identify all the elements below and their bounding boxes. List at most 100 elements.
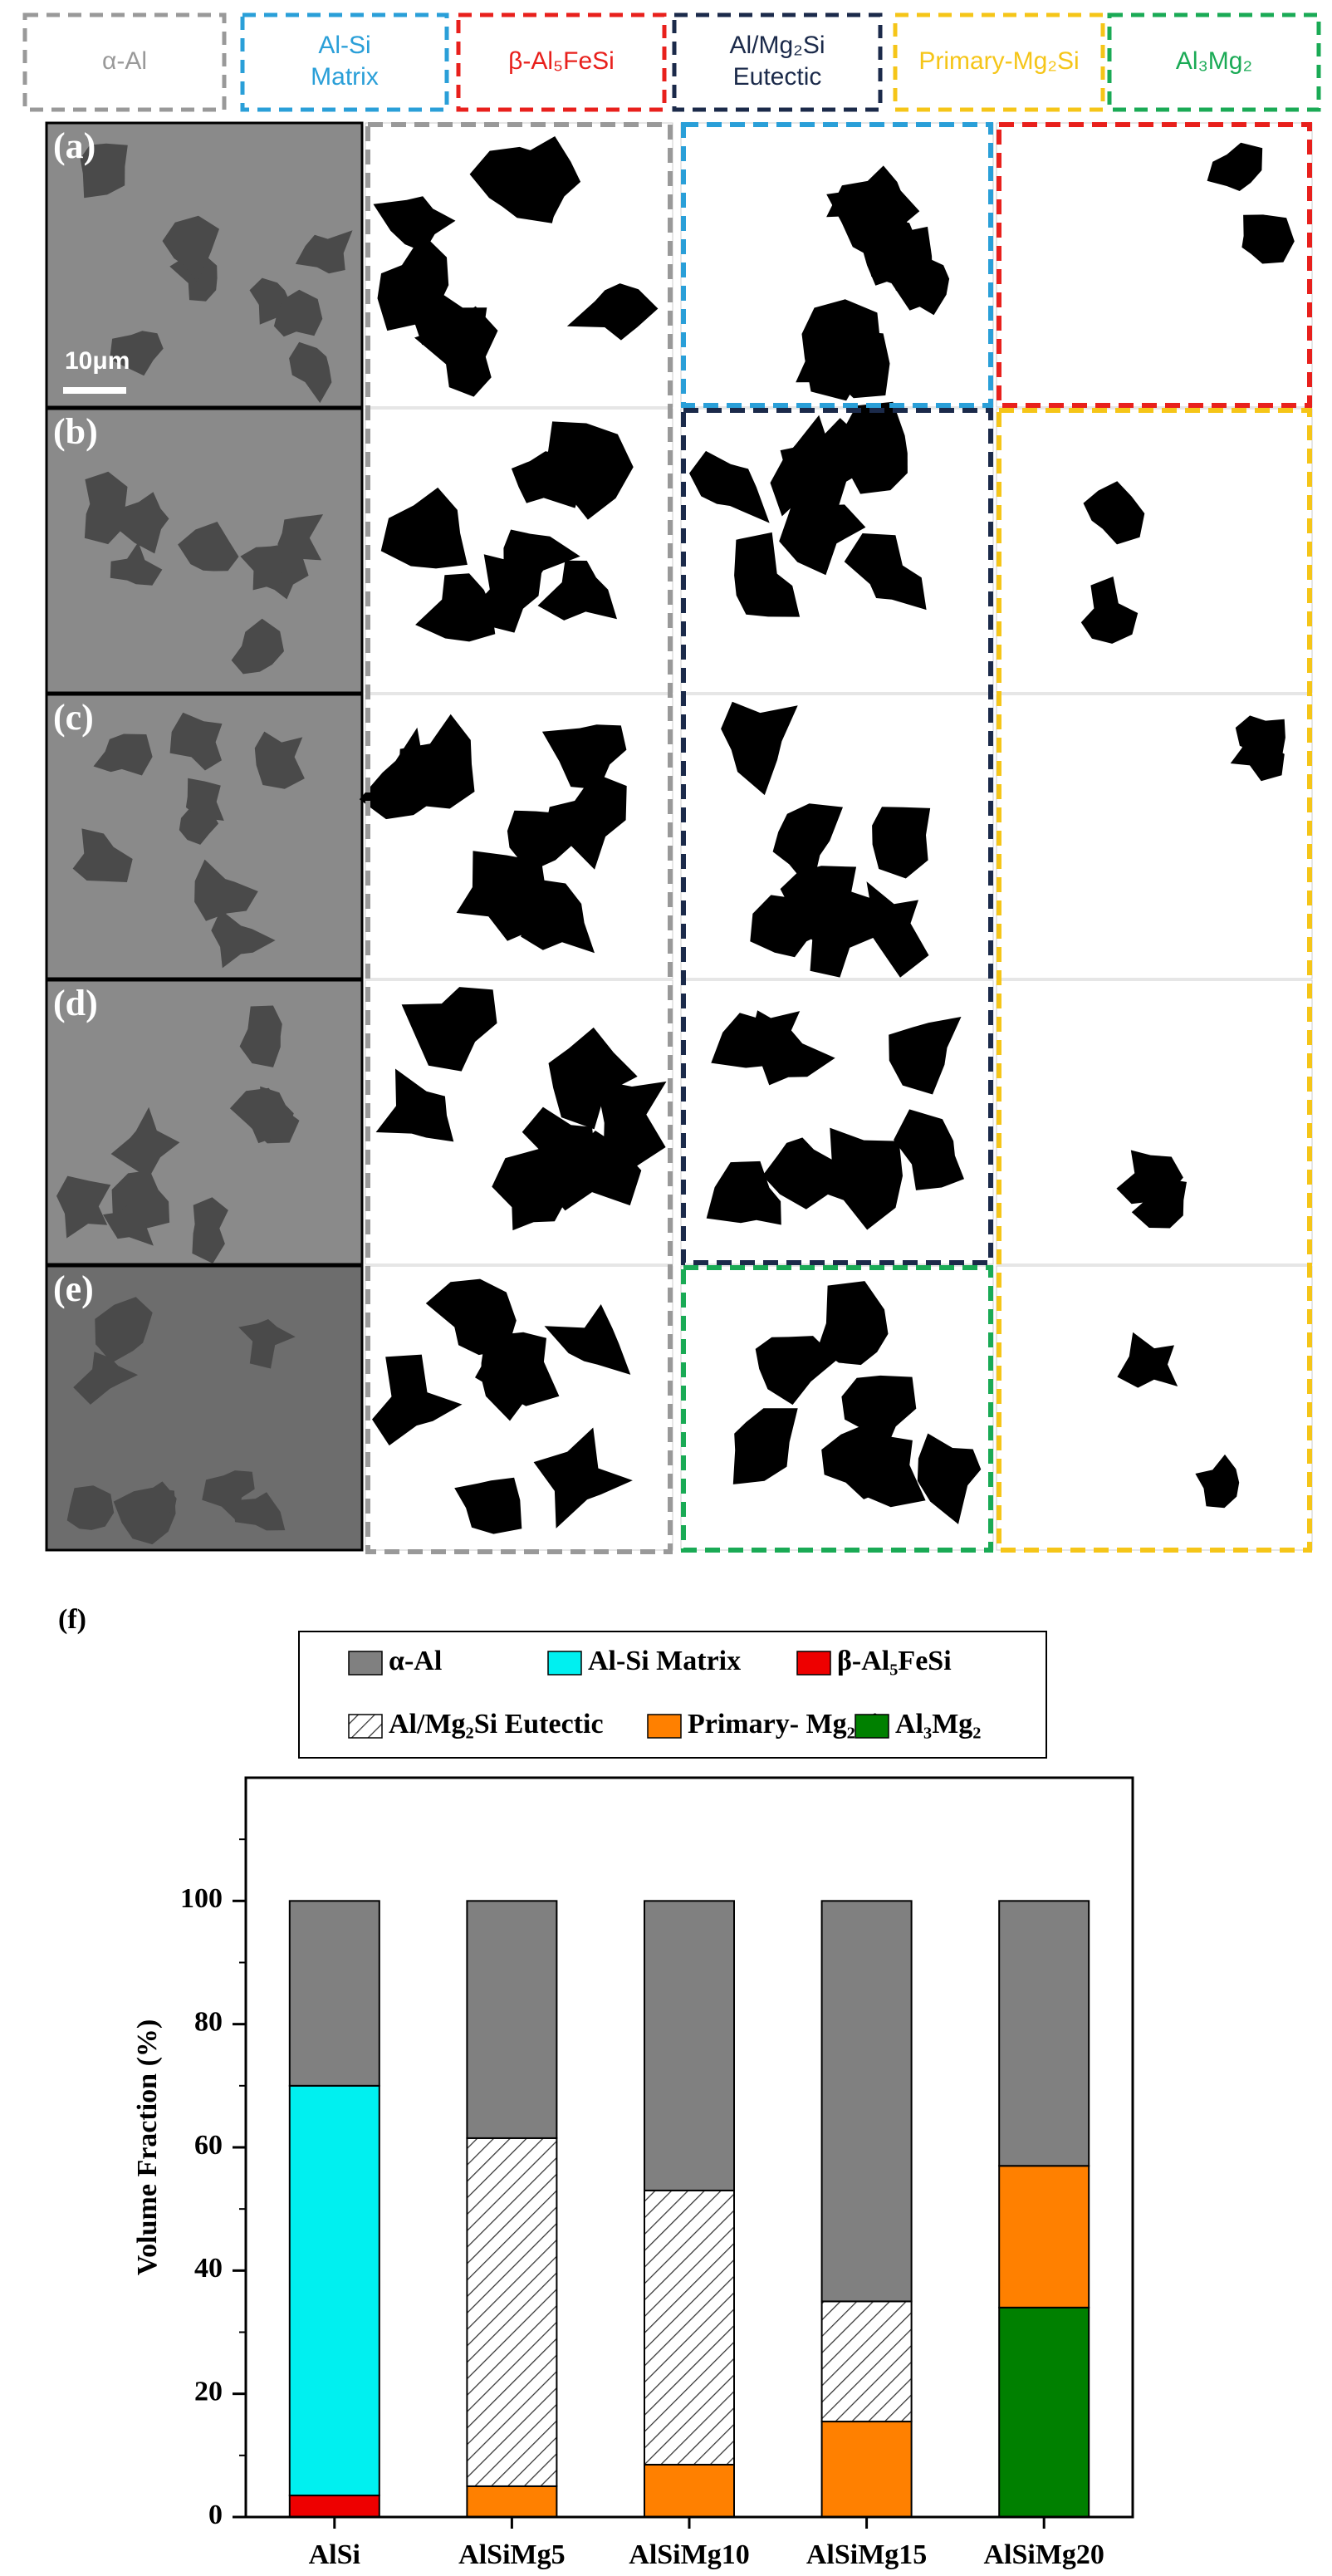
legend-swatch bbox=[796, 1651, 831, 1676]
x-tick-label: AlSi bbox=[309, 2539, 360, 2570]
bar-segment bbox=[288, 1900, 380, 2087]
panel-label: (d) bbox=[53, 983, 98, 1023]
phase-region bbox=[72, 828, 133, 882]
phase-region bbox=[398, 714, 475, 809]
scale-label: 10μm bbox=[65, 347, 130, 375]
bar-segment bbox=[466, 2137, 558, 2487]
phase-region bbox=[721, 701, 798, 796]
legend-label: Al/Mg₂Si Eutectic bbox=[389, 1709, 604, 1739]
phase-region bbox=[377, 233, 449, 331]
phase-region bbox=[1117, 1332, 1178, 1388]
phase-region bbox=[844, 533, 927, 611]
phase-region bbox=[249, 1086, 294, 1144]
phase-region bbox=[866, 881, 929, 978]
image-panel bbox=[996, 979, 1313, 1265]
image-panel bbox=[45, 121, 364, 409]
y-tick-label: 60 bbox=[194, 2130, 223, 2161]
phase-box bbox=[22, 12, 227, 112]
phase-region bbox=[502, 136, 581, 218]
scale-bar bbox=[63, 387, 126, 394]
phase-region bbox=[202, 1470, 255, 1522]
phase-region bbox=[894, 1109, 964, 1190]
dashed-frame bbox=[997, 408, 1312, 1553]
phase-region bbox=[750, 895, 837, 958]
bar-segment bbox=[820, 1900, 913, 2303]
mask bbox=[996, 122, 1313, 408]
bar-segment bbox=[998, 1900, 1090, 2167]
phase-region bbox=[779, 490, 866, 576]
x-tick-label: AlSiMg15 bbox=[806, 2539, 927, 2570]
phase-region bbox=[522, 1106, 604, 1191]
phase-region bbox=[456, 851, 547, 941]
phase-region bbox=[1080, 577, 1139, 644]
phase-region bbox=[772, 803, 843, 892]
phase-box bbox=[893, 12, 1105, 112]
phase-region bbox=[178, 522, 239, 572]
phase-region bbox=[375, 1068, 454, 1142]
phase-region bbox=[192, 1197, 228, 1263]
phase-region bbox=[817, 1127, 903, 1230]
phase-region bbox=[1083, 481, 1145, 545]
bar-segment bbox=[998, 2165, 1090, 2309]
panel-label: (e) bbox=[53, 1268, 94, 1309]
phase-region bbox=[861, 226, 933, 290]
phase-region bbox=[80, 143, 128, 199]
image-panel bbox=[45, 693, 364, 980]
image-panel bbox=[365, 979, 673, 1265]
phase-region bbox=[826, 179, 920, 263]
x-tick-label: AlSiMg5 bbox=[458, 2539, 565, 2570]
phase-region bbox=[169, 254, 218, 302]
phase-region bbox=[711, 1011, 801, 1068]
legend-label: Primary- Mg₂Si bbox=[688, 1709, 879, 1739]
phase-region bbox=[521, 878, 595, 954]
phase-region bbox=[110, 331, 164, 376]
image-panel bbox=[45, 979, 364, 1266]
image-panel bbox=[365, 408, 673, 694]
phase-region bbox=[66, 1485, 115, 1530]
y-tick-label: 80 bbox=[194, 2006, 223, 2037]
phase-region bbox=[783, 887, 885, 978]
phase-region bbox=[373, 196, 456, 253]
phase-region bbox=[796, 326, 890, 399]
phase-region bbox=[137, 1481, 177, 1528]
panel-label: (a) bbox=[53, 125, 95, 166]
mask bbox=[996, 1265, 1313, 1551]
phase-region bbox=[372, 1354, 463, 1446]
phase-region bbox=[240, 542, 302, 591]
phase-region bbox=[232, 1492, 286, 1531]
phase-region bbox=[118, 492, 169, 554]
phase-region bbox=[1230, 724, 1285, 782]
bar-segment bbox=[644, 1900, 735, 2191]
phase-region bbox=[93, 734, 153, 776]
phase-region bbox=[380, 487, 468, 569]
y-axis-label: Volume Fraction (%) bbox=[132, 2019, 163, 2275]
phase-region bbox=[110, 542, 163, 586]
plot-frame bbox=[244, 1776, 1134, 2519]
phase-region bbox=[872, 807, 931, 879]
bar-segment bbox=[644, 2463, 735, 2518]
phase-region bbox=[231, 618, 284, 675]
image-panel bbox=[996, 122, 1313, 408]
phase-region bbox=[917, 1433, 982, 1524]
phase-region bbox=[238, 1319, 296, 1369]
phase-box bbox=[456, 12, 667, 112]
phase-region bbox=[600, 1081, 667, 1167]
phase-region bbox=[755, 1336, 838, 1406]
phase-region bbox=[401, 987, 497, 1072]
legend-label: Al-Si Matrix bbox=[588, 1646, 741, 1676]
phase-label: β-Al₅FeSi bbox=[508, 47, 615, 75]
phase-region bbox=[689, 450, 770, 523]
phase-region bbox=[821, 1425, 889, 1499]
phase-label: Primary-Mg₂Si bbox=[918, 47, 1079, 75]
phase-region bbox=[254, 731, 305, 789]
legend-swatch bbox=[547, 1651, 582, 1676]
phase-region bbox=[817, 1281, 889, 1366]
phase-box bbox=[1107, 12, 1321, 112]
phase-region bbox=[544, 1304, 631, 1375]
image-panel bbox=[680, 1265, 994, 1551]
image-panel bbox=[365, 122, 673, 408]
phase-region bbox=[537, 560, 617, 621]
phase-region bbox=[533, 1427, 633, 1528]
image-panel bbox=[365, 1265, 673, 1551]
image-panel bbox=[680, 979, 994, 1265]
